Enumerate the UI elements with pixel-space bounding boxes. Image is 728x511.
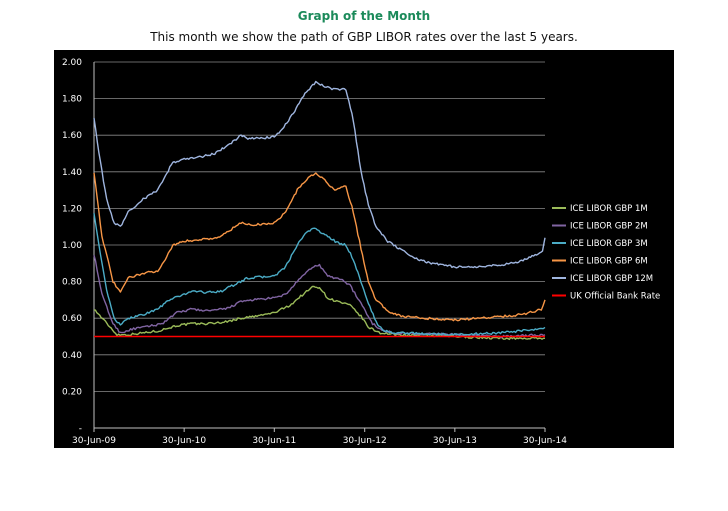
legend-label: ICE LIBOR GBP 12M	[570, 274, 653, 284]
legend-label: ICE LIBOR GBP 6M	[570, 257, 648, 267]
y-axis-ticks: - 0.20 0.40 0.60 0.80 1.00 1.20 1.40 1.60 1.80 2.0…	[62, 58, 82, 434]
y-tick-label: -	[79, 424, 82, 434]
page-subtitle: This month we show the path of GBP LIBOR…	[150, 30, 578, 44]
y-tick-label: 0.40	[62, 351, 82, 361]
plot-area	[93, 80, 546, 341]
x-axis-ticks: 30-Jun-09 30-Jun-10 30-Jun-11 30-Jun-12 30-J…	[72, 428, 567, 446]
y-tick-label: 2.00	[62, 58, 82, 68]
page-title: Graph of the Month	[297, 9, 431, 23]
chart-background	[54, 50, 674, 448]
legend-label: ICE LIBOR GBP 3M	[570, 239, 648, 249]
x-tick-label: 30-Jun-09	[72, 436, 116, 446]
y-tick-label: 1.20	[62, 204, 82, 214]
x-tick-label: 30-Jun-14	[523, 436, 567, 446]
y-tick-label: 1.60	[62, 131, 82, 141]
legend-label: ICE LIBOR GBP 2M	[570, 222, 648, 232]
series-line-4	[93, 172, 546, 322]
x-tick-label: 30-Jun-12	[343, 436, 387, 446]
y-tick-label: 0.20	[62, 387, 82, 397]
legend-label: UK Official Bank Rate	[570, 292, 660, 302]
x-tick-label: 30-Jun-11	[252, 436, 296, 446]
series-line-1	[94, 285, 545, 341]
y-tick-label: 0.60	[62, 314, 82, 324]
x-tick-label: 30-Jun-10	[162, 436, 206, 446]
legend-label: ICE LIBOR GBP 1M	[570, 204, 648, 214]
y-tick-label: 1.80	[62, 95, 82, 105]
x-tick-label: 30-Jun-13	[433, 436, 477, 446]
grid-lines	[93, 61, 545, 429]
y-tick-label: 0.80	[62, 278, 82, 288]
series-line-5	[93, 80, 546, 269]
chart-legend: ICE LIBOR GBP 1M ICE LIBOR GBP 2M ICE LIBO…	[552, 204, 660, 302]
series-line-3	[93, 213, 546, 337]
libor-line-chart: - 0.20 0.40 0.60 0.80 1.00 1.20 1.40 1.60 1.80 2.0…	[54, 50, 674, 448]
y-tick-label: 1.40	[62, 168, 82, 178]
y-tick-label: 1.00	[62, 241, 82, 251]
